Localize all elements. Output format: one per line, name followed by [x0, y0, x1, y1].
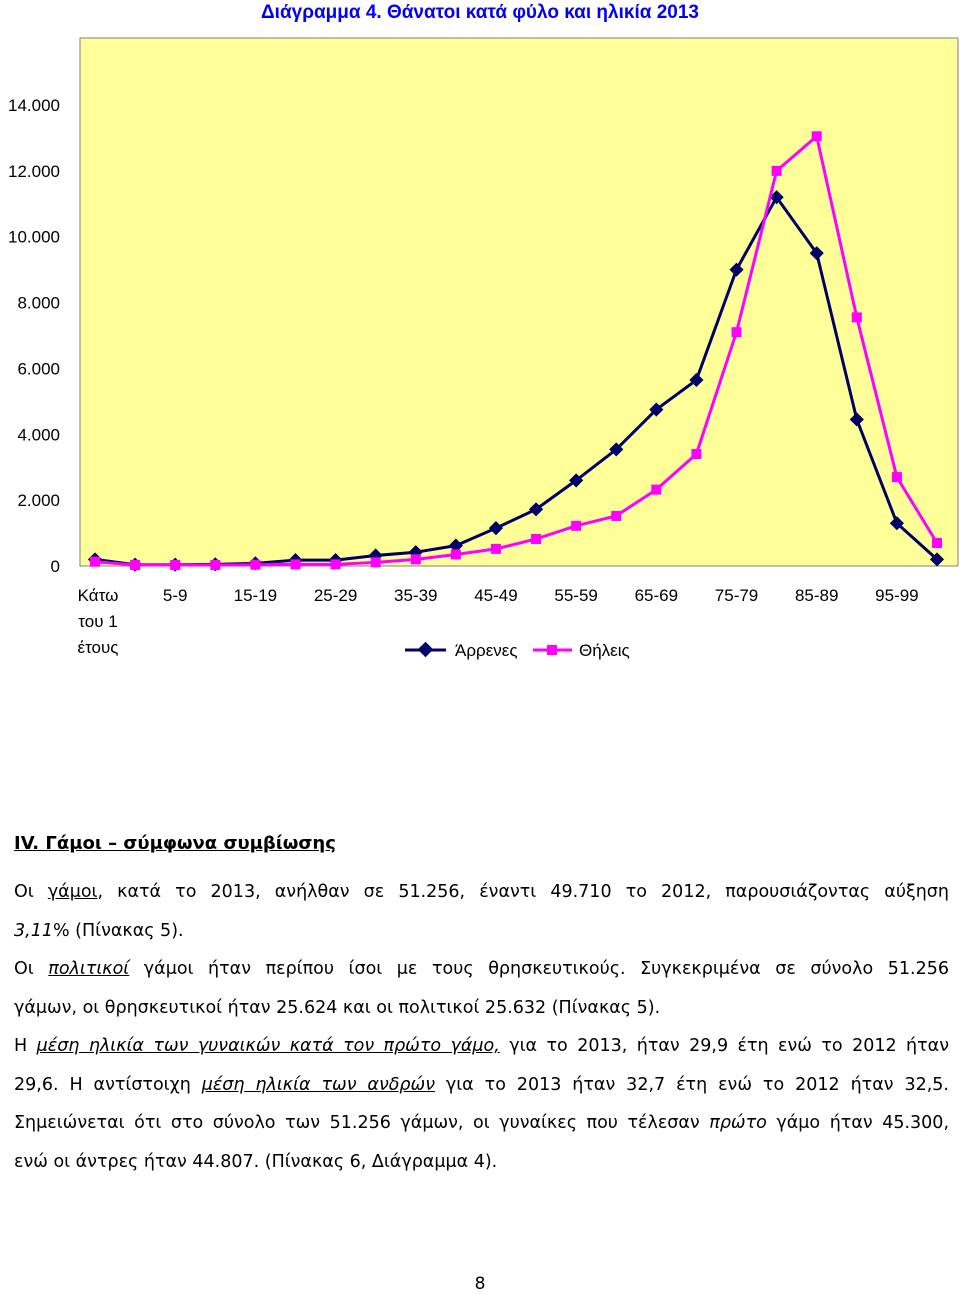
x-tick-label: 65-69 [635, 586, 678, 605]
paragraph-line: 29,6. Η αντίστοιχη μέση ηλικία των ανδρώ… [14, 1066, 949, 1105]
data-point-females [450, 549, 461, 560]
x-tick-label: 55-59 [554, 586, 597, 605]
x-tick-label: 75-79 [715, 586, 758, 605]
section-heading-text: IV. Γάμοι – σύμφωνα συμβίωσης [14, 833, 336, 854]
data-point-males [889, 516, 904, 531]
text-run-underlined-italic: μέση ηλικία των γυναικών κατά τον πρώτο … [36, 1036, 500, 1056]
data-point-males [569, 473, 584, 488]
x-tick-label: 85-89 [795, 586, 838, 605]
text-run-underlined-italic: μέση ηλικία των ανδρών [201, 1074, 435, 1095]
y-tick-label: 10.000 [8, 228, 60, 247]
x-tick-label: 15-19 [234, 586, 277, 605]
text-run: 29,6. Η αντίστοιχη [14, 1074, 202, 1095]
x-tick-label: 25-29 [314, 586, 357, 605]
text-run: Η [14, 1036, 37, 1056]
x-tick-label: 35-39 [394, 586, 437, 605]
legend: Άρρενες Θήλεις [405, 641, 630, 660]
legend-marker-females [547, 645, 557, 655]
section-heading: IV. Γάμοι – σύμφωνα συμβίωσης [14, 833, 336, 854]
paragraph-line: Η μέση ηλικία των γυναικών κατά τον πρώτ… [14, 1027, 949, 1066]
data-point-males [488, 521, 504, 536]
paragraph-line: 3,11% (Πίνακας 5). [14, 912, 949, 951]
text-run: για το 2013 ήταν 32,7 έτη ενώ το 2012 ήτ… [434, 1074, 949, 1095]
x-tick-label: 95-99 [875, 586, 918, 605]
data-point-females [290, 559, 301, 570]
paragraph-marriages: Οι γάμοι, κατά το 2013, ανήλθαν σε 51.25… [14, 873, 949, 1181]
data-point-males [849, 412, 864, 427]
data-point-females [531, 533, 542, 544]
text-run: γάμο ήταν 45.300, [766, 1113, 950, 1133]
data-point-females [90, 556, 100, 567]
data-point-females [691, 449, 702, 460]
x-axis-ticks: Κάτω του 1 έτους 5-9 15-19 25-29 35-39 45-49 55-… [78, 586, 919, 657]
x-tick-label: Κάτω του 1 έτους [78, 586, 119, 657]
data-point-females [651, 484, 662, 495]
data-point-males [729, 262, 744, 277]
data-point-females [250, 559, 261, 570]
series-layer [87, 131, 945, 572]
data-point-females [210, 560, 221, 571]
paragraph-line: ενώ οι άντρες ήταν 44.807. (Πίνακας 6, Δ… [14, 1143, 949, 1182]
data-point-males [528, 502, 544, 517]
text-run: Οι [14, 882, 48, 902]
text-run: , κατά το 2013, ανήλθαν σε 51.256, έναντ… [97, 882, 949, 902]
legend-label-females: Θήλεις [579, 641, 630, 660]
plot-area [79, 37, 959, 567]
text-run: ενώ οι άντρες ήταν 44.807. (Πίνακας 6, Δ… [14, 1151, 498, 1172]
y-axis-ticks: 0 2.000 4.000 6.000 8.000 10.000 12.000 14.000 [8, 96, 60, 576]
legend-marker-males [417, 641, 434, 658]
data-point-females [490, 543, 501, 554]
x-tick-label: 45-49 [474, 586, 517, 605]
y-tick-label: 2.000 [17, 491, 60, 510]
data-point-males [649, 402, 664, 417]
y-tick-label: 12.000 [8, 162, 60, 181]
text-run: για το 2013, ήταν 29,9 έτη ενώ το 2012 ή… [499, 1036, 949, 1056]
y-tick-label: 14.000 [8, 96, 60, 115]
data-point-females [932, 537, 942, 548]
data-point-females [771, 165, 782, 176]
text-run: γάμοι ήταν περίπου ίσοι με τους θρησκευτ… [129, 959, 949, 979]
text-run: Σημειώνεται ότι στο σύνολο των 51.256 γά… [14, 1113, 710, 1133]
data-point-females [370, 557, 381, 568]
text-run: γάμων, οι θρησκευτικοί ήταν 25.624 και ο… [14, 997, 661, 1018]
data-point-males [609, 442, 624, 457]
series-line-females [94, 134, 939, 567]
paragraph-line: Οι γάμοι, κατά το 2013, ανήλθαν σε 51.25… [14, 873, 949, 912]
line-chart: 02.0004.0006.0008.00010.00012.00014.000 … [8, 37, 959, 660]
text-run-italic: 3,11 [14, 920, 53, 941]
text-run-underlined: γάμοι [47, 882, 98, 902]
data-point-females [330, 559, 341, 570]
paragraph-line: γάμων, οι θρησκευτικοί ήταν 25.624 και ο… [14, 989, 949, 1028]
data-point-females [571, 520, 582, 531]
text-run-underlined-italic: πολιτικοί [48, 959, 130, 979]
data-point-females [611, 510, 622, 521]
paragraph-line: Σημειώνεται ότι στο σύνολο των 51.256 γά… [14, 1104, 949, 1143]
data-point-males [689, 372, 704, 388]
data-point-males [769, 190, 784, 205]
data-point-females [891, 472, 902, 483]
paragraph-line: Οι πολιτικοί γάμοι ήταν περίπου ίσοι με … [14, 950, 949, 989]
legend-label-males: Άρρενες [455, 641, 518, 660]
y-tick-label: 4.000 [17, 425, 60, 444]
data-point-females [410, 554, 421, 565]
y-tick-label: 8.000 [17, 294, 60, 313]
chart-title: Διάγραμμα 4. Θάνατοι κατά φύλο και ηλικί… [261, 2, 699, 23]
text-run: % (Πίνακας 5). [52, 920, 184, 941]
data-point-females [170, 560, 181, 571]
data-point-males [929, 552, 945, 567]
y-tick-label: 6.000 [17, 359, 60, 378]
text-run-italic: πρώτο [709, 1113, 767, 1133]
y-tick-label: 0 [51, 557, 60, 576]
data-point-females [731, 327, 742, 338]
data-point-males [809, 246, 824, 261]
x-tick-label: 5-9 [163, 586, 188, 605]
data-point-females [130, 560, 141, 571]
text-run: Οι [14, 959, 49, 979]
data-point-females [851, 312, 862, 323]
page-number: 8 [474, 1274, 486, 1294]
data-point-females [811, 131, 822, 142]
data-point-males [448, 538, 463, 553]
